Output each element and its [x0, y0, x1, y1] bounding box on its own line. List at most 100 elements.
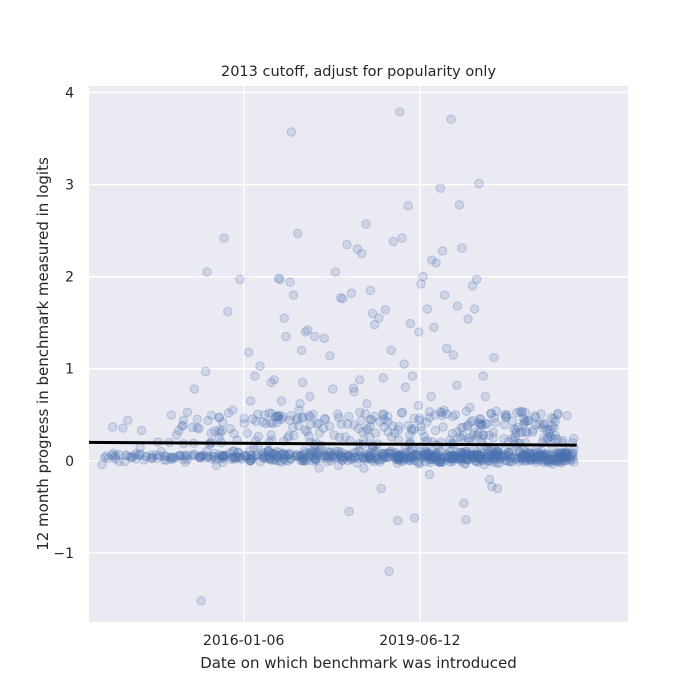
data-point — [292, 450, 302, 461]
data-point — [285, 277, 295, 287]
data-point — [391, 449, 401, 459]
data-point — [541, 448, 551, 459]
data-point — [331, 446, 341, 457]
data-point — [326, 455, 336, 466]
data-point — [458, 449, 468, 460]
data-point — [272, 447, 282, 457]
data-point — [384, 566, 394, 576]
data-point — [546, 424, 556, 435]
data-point — [496, 453, 506, 464]
data-point — [407, 453, 417, 464]
data-point — [267, 449, 277, 459]
data-point — [349, 420, 359, 430]
data-point — [311, 455, 321, 465]
data-point — [221, 450, 231, 460]
data-point — [473, 449, 483, 460]
data-point — [369, 411, 380, 422]
data-point — [192, 414, 203, 425]
data-point — [365, 285, 376, 296]
data-point — [516, 452, 526, 462]
data-point — [562, 453, 572, 463]
data-point — [378, 452, 389, 462]
data-point — [446, 114, 456, 124]
data-point — [203, 452, 214, 462]
data-point — [365, 452, 375, 463]
data-point — [244, 453, 255, 464]
data-point — [425, 457, 435, 468]
data-point — [507, 433, 517, 443]
data-point — [241, 451, 252, 461]
data-point — [514, 457, 524, 467]
data-point — [538, 419, 549, 429]
data-point — [406, 452, 416, 462]
data-point — [546, 413, 556, 423]
data-point — [414, 413, 425, 423]
data-point — [136, 425, 147, 436]
data-point — [366, 451, 376, 461]
data-point — [557, 455, 567, 466]
data-point — [482, 454, 493, 464]
data-point — [557, 451, 567, 461]
data-point — [392, 452, 402, 462]
data-point — [425, 450, 435, 461]
data-point — [451, 451, 461, 461]
data-point — [334, 432, 345, 442]
data-point — [399, 452, 409, 463]
data-point — [457, 243, 467, 253]
data-point — [239, 450, 249, 460]
data-point — [366, 454, 377, 464]
data-point — [479, 459, 489, 470]
data-point — [473, 457, 483, 467]
data-point — [557, 458, 567, 468]
data-point — [177, 421, 187, 431]
data-point — [483, 451, 493, 461]
data-point — [275, 456, 285, 466]
data-point — [329, 430, 339, 440]
data-point — [286, 411, 296, 421]
data-point — [361, 449, 371, 459]
data-point — [423, 447, 433, 457]
data-point — [109, 452, 119, 462]
data-point — [388, 452, 399, 462]
data-point — [214, 453, 224, 463]
data-point — [433, 450, 443, 460]
data-point — [562, 448, 572, 459]
data-point — [416, 279, 426, 289]
data-point — [527, 427, 538, 437]
data-point — [342, 239, 352, 250]
data-point — [383, 452, 393, 462]
data-point — [313, 418, 324, 428]
data-point — [568, 448, 578, 458]
data-point — [398, 454, 409, 464]
data-point — [323, 451, 333, 461]
grid — [89, 86, 628, 622]
data-point — [394, 452, 404, 462]
data-point — [441, 409, 452, 419]
data-point — [530, 448, 540, 459]
data-point — [228, 446, 239, 457]
data-point — [431, 450, 441, 460]
data-point — [250, 371, 260, 381]
data-point — [296, 455, 306, 466]
data-point — [202, 446, 212, 457]
data-point — [210, 426, 220, 436]
data-point — [460, 459, 470, 469]
data-point — [388, 421, 398, 431]
data-point — [525, 455, 536, 465]
data-point — [284, 448, 295, 458]
data-point — [555, 450, 565, 460]
data-point — [203, 415, 213, 426]
data-point — [101, 451, 111, 461]
data-point — [552, 452, 563, 462]
data-point — [494, 450, 505, 460]
data-point — [492, 483, 503, 494]
data-point — [272, 417, 282, 428]
data-point — [230, 451, 241, 462]
data-point — [473, 428, 484, 438]
data-point — [530, 454, 540, 464]
data-point — [370, 453, 380, 463]
data-point — [247, 453, 257, 464]
data-point — [407, 452, 417, 462]
data-point — [418, 450, 429, 460]
